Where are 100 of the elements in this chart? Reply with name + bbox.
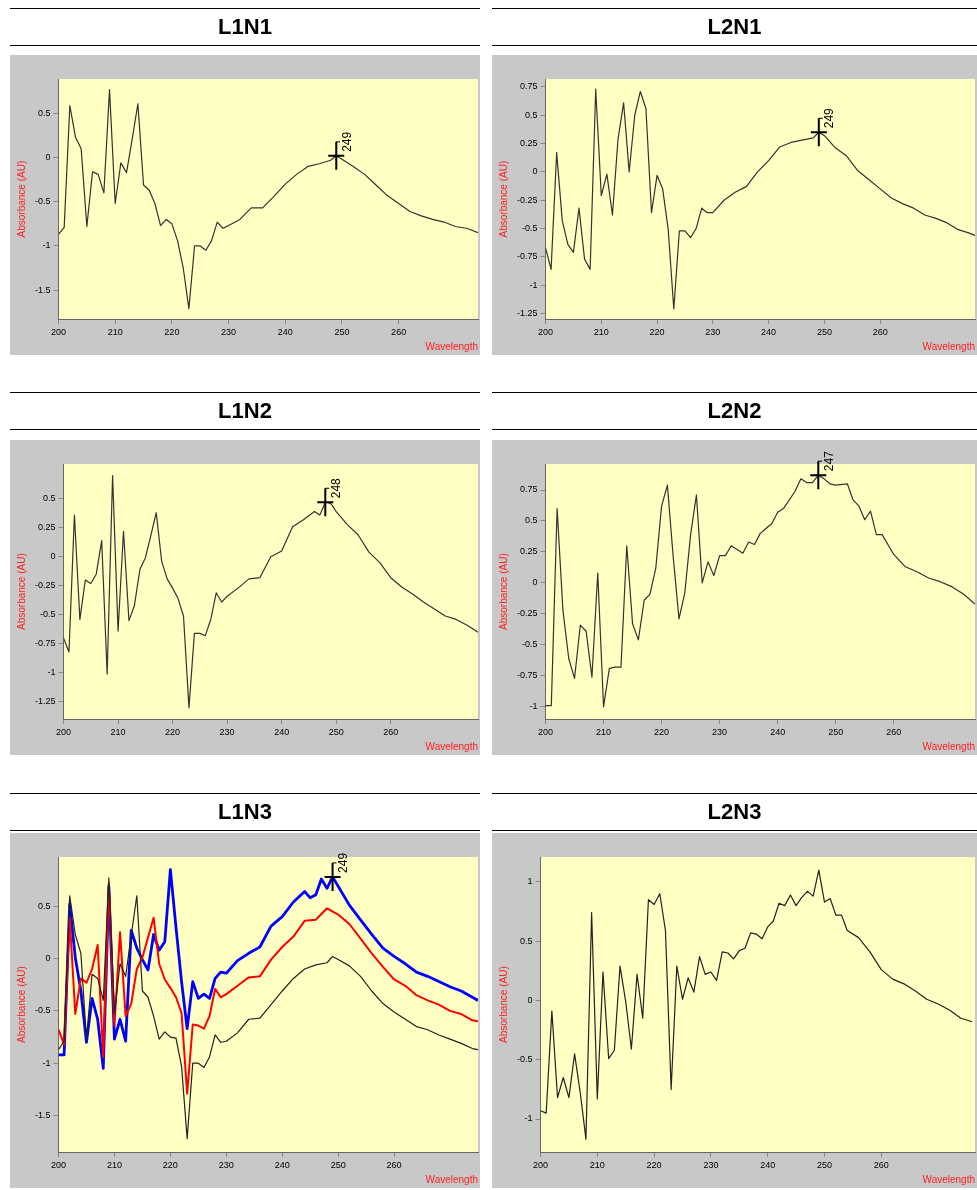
y-tick-label: 0 bbox=[532, 166, 538, 177]
y-axis-title: Absorbance (AU) bbox=[15, 966, 27, 1043]
y-tick-label: -1.25 bbox=[517, 308, 538, 319]
y-tick-label: -0.5 bbox=[522, 639, 538, 650]
y-axis-title: Absorbance (AU) bbox=[15, 553, 27, 630]
y-tick-label: 0.5 bbox=[525, 515, 538, 526]
x-tick-label: 200 bbox=[538, 727, 554, 738]
x-tick-label: 210 bbox=[593, 327, 609, 338]
x-tick-label: 250 bbox=[816, 327, 832, 338]
x-tick-label: 220 bbox=[646, 1160, 662, 1171]
y-tick-label: -0.5 bbox=[34, 1005, 51, 1016]
y-tick-label: 0 bbox=[50, 551, 56, 562]
y-tick-label: 0.5 bbox=[519, 935, 533, 946]
x-tick-label: 250 bbox=[828, 727, 844, 738]
x-tick-label: 240 bbox=[761, 327, 777, 338]
x-tick-label: 250 bbox=[328, 727, 344, 738]
x-tick-label: 240 bbox=[274, 1160, 290, 1171]
y-axis-title: Absorbance (AU) bbox=[497, 160, 509, 238]
y-tick-label: -0.25 bbox=[35, 580, 56, 591]
x-tick-label: 230 bbox=[705, 327, 721, 338]
y-tick-label: 0.5 bbox=[43, 493, 56, 504]
chart-title: L1N1 bbox=[10, 8, 480, 46]
x-axis-title: Wavelength bbox=[425, 340, 478, 352]
y-tick-label: -1 bbox=[42, 1057, 51, 1068]
y-tick-label: 0.5 bbox=[525, 109, 538, 120]
x-tick-label: 220 bbox=[162, 1160, 178, 1171]
x-tick-label: 220 bbox=[649, 327, 665, 338]
y-axis-title: Absorbance (AU) bbox=[15, 160, 27, 238]
x-axis-title: Wavelength bbox=[425, 1173, 478, 1185]
y-tick-label: 0 bbox=[45, 953, 51, 964]
y-tick-label: 0 bbox=[527, 994, 533, 1005]
y-tick-label: 0.75 bbox=[519, 484, 538, 495]
x-tick-label: 240 bbox=[274, 727, 290, 738]
x-tick-label: 230 bbox=[219, 727, 235, 738]
y-tick-label: -0.5 bbox=[34, 196, 51, 207]
y-axis-title: Absorbance (AU) bbox=[497, 966, 509, 1043]
x-tick-label: 260 bbox=[383, 727, 399, 738]
x-tick-label: 260 bbox=[391, 327, 407, 338]
x-tick-label: 220 bbox=[165, 727, 181, 738]
y-tick-label: -1 bbox=[529, 279, 538, 290]
x-tick-label: 200 bbox=[50, 327, 67, 338]
x-tick-label: 240 bbox=[760, 1160, 776, 1171]
x-tick-label: 210 bbox=[110, 727, 126, 738]
y-tick-label: -0.25 bbox=[517, 194, 538, 205]
x-tick-label: 200 bbox=[50, 1160, 67, 1171]
x-tick-label: 210 bbox=[589, 1160, 605, 1171]
y-tick-label: -1 bbox=[529, 701, 538, 712]
x-tick-label: 220 bbox=[164, 327, 180, 338]
x-tick-label: 250 bbox=[330, 1160, 346, 1171]
y-tick-label: 0.25 bbox=[519, 546, 538, 557]
annotation: 249 bbox=[335, 852, 350, 873]
annotation: 249 bbox=[339, 131, 354, 152]
y-tick-label: -1 bbox=[47, 667, 56, 678]
y-tick-label: 0 bbox=[45, 152, 51, 163]
x-tick-label: 230 bbox=[218, 1160, 234, 1171]
x-tick-label: 260 bbox=[872, 327, 888, 338]
x-axis-title: Wavelength bbox=[922, 340, 975, 352]
x-tick-label: 200 bbox=[538, 327, 554, 338]
y-tick-label: -0.75 bbox=[35, 638, 56, 649]
y-tick-label: -0.5 bbox=[516, 1054, 533, 1065]
x-axis-title: Wavelength bbox=[922, 1173, 975, 1185]
chart-title: L1N2 bbox=[10, 392, 480, 430]
y-tick-label: -0.5 bbox=[40, 609, 56, 620]
x-tick-label: 250 bbox=[334, 327, 350, 338]
y-tick-label: 0.25 bbox=[519, 138, 538, 149]
y-tick-label: -1 bbox=[524, 1113, 533, 1124]
x-tick-label: 260 bbox=[386, 1160, 402, 1171]
chart-title: L2N3 bbox=[492, 793, 977, 831]
annotation: 248 bbox=[328, 477, 343, 499]
x-tick-label: 240 bbox=[277, 327, 293, 338]
y-tick-label: 0 bbox=[532, 577, 538, 588]
y-tick-label: -0.75 bbox=[517, 670, 538, 681]
x-tick-label: 240 bbox=[770, 727, 786, 738]
y-tick-label: -0.5 bbox=[522, 223, 538, 234]
x-tick-label: 260 bbox=[886, 727, 902, 738]
y-tick-label: -1.5 bbox=[34, 284, 51, 295]
x-tick-label: 230 bbox=[221, 327, 237, 338]
y-tick-label: 0.5 bbox=[37, 900, 51, 911]
y-tick-label: -0.25 bbox=[517, 608, 538, 619]
x-tick-label: 230 bbox=[712, 727, 728, 738]
x-tick-label: 210 bbox=[106, 1160, 122, 1171]
y-tick-label: -0.75 bbox=[517, 251, 538, 262]
x-axis-title: Wavelength bbox=[425, 740, 478, 752]
y-tick-label: -1.25 bbox=[35, 696, 56, 707]
x-tick-label: 260 bbox=[873, 1160, 889, 1171]
y-tick-label: -1 bbox=[42, 240, 51, 251]
chart-title: L2N2 bbox=[492, 392, 977, 430]
annotation: 247 bbox=[821, 450, 836, 472]
y-tick-label: -1.5 bbox=[34, 1110, 51, 1121]
x-tick-label: 210 bbox=[107, 327, 123, 338]
x-tick-label: 200 bbox=[56, 727, 72, 738]
y-tick-label: 0.5 bbox=[37, 107, 51, 118]
chart-title: L2N1 bbox=[492, 8, 977, 46]
x-tick-label: 220 bbox=[654, 727, 670, 738]
x-tick-label: 230 bbox=[703, 1160, 719, 1171]
x-tick-label: 250 bbox=[816, 1160, 833, 1171]
y-tick-label: 1 bbox=[527, 876, 533, 887]
y-tick-label: 0.25 bbox=[37, 522, 56, 533]
x-tick-label: 200 bbox=[532, 1160, 549, 1171]
x-tick-label: 210 bbox=[596, 727, 612, 738]
